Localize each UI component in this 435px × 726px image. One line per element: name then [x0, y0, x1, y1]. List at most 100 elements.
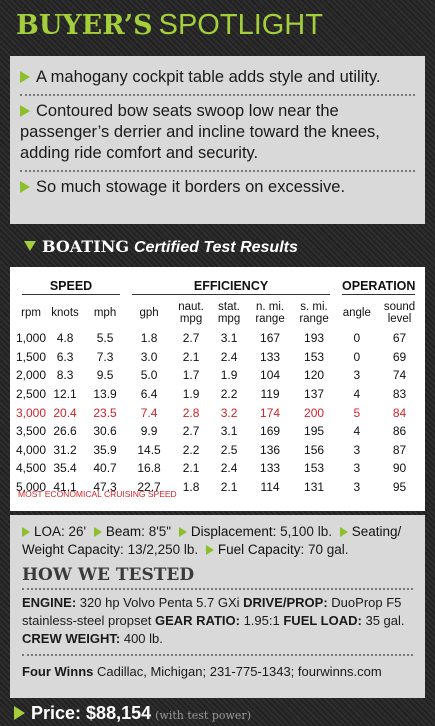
cell: 5.5	[96, 331, 114, 346]
group-label: SPEED	[22, 279, 121, 295]
price: Price: $88,154 (with test power)	[14, 702, 251, 726]
cell: 22.7	[137, 480, 161, 495]
cell: 3,000	[16, 405, 47, 420]
column-header: s. mi. range	[299, 301, 329, 325]
specs: LOA: 26' Beam: 8'5" Displacement: 5,100 …	[22, 523, 413, 565]
cell: 156	[304, 442, 325, 457]
brand: BOATING	[42, 237, 129, 256]
how-we-tested-title: HOW WE TESTED	[22, 565, 413, 590]
test-text: 35 gal.	[365, 613, 405, 628]
highlight-text: Contoured bow seats swoop low near the p…	[20, 102, 380, 162]
cell: 2.7	[182, 424, 200, 439]
cell: 20.4	[53, 405, 77, 420]
spec: Beam: 8'5"	[93, 524, 172, 539]
cell: 31.2	[53, 442, 77, 457]
cell: 200	[304, 405, 325, 420]
cell: 84	[392, 405, 407, 420]
cell: 2,000	[16, 368, 47, 383]
cell: 193	[304, 331, 325, 346]
title: BUYER’S SPOTLIGHT	[16, 6, 323, 45]
arrow	[205, 545, 214, 555]
cell: 40.7	[93, 461, 117, 476]
test-text: DuoProp F5 stainless-steel propset	[22, 595, 402, 628]
data-row: 4,500 35.4 40.7 16.8 2.1 2.4 133 153 3 90	[16, 459, 421, 478]
cell: 3	[353, 442, 361, 457]
highlight: Contoured bow seats swoop low near the p…	[20, 96, 415, 172]
cell: 195	[304, 424, 325, 439]
cell: 1,000	[16, 331, 47, 346]
cell: 2.1	[182, 461, 200, 476]
cell: 67	[392, 331, 407, 346]
cell: 2.1	[182, 349, 200, 364]
cell: 4	[353, 387, 361, 402]
spec-label: LOA:	[34, 524, 65, 539]
arrow	[93, 527, 102, 537]
results-title: Certified Test Results	[133, 239, 298, 256]
highlight-text: So much stowage it borders on excessive.	[36, 178, 346, 196]
cell: 136	[260, 442, 281, 457]
cell: 13.9	[93, 387, 117, 402]
price-label: Price:	[31, 703, 82, 723]
cell: 0	[353, 331, 361, 346]
spec: Seating/ Weight Capacity: 13/2,250 lb.	[22, 524, 401, 557]
specs-panel: LOA: 26' Beam: 8'5" Displacement: 5,100 …	[10, 515, 425, 698]
spec-value: 13/2,250 lb.	[127, 542, 199, 557]
cell: 2.5	[220, 442, 238, 457]
contact-text: Cadillac, Michigan; 231-775-1343; fourwi…	[97, 664, 382, 679]
arrow	[20, 181, 30, 193]
cell: 41.1	[53, 480, 77, 495]
cell: 2.4	[220, 349, 238, 364]
price-note: (with test power)	[155, 709, 251, 722]
cell: 2.2	[182, 442, 200, 457]
cell: 5	[353, 405, 361, 420]
title-light: SPOTLIGHT	[158, 9, 323, 41]
cell: 133	[260, 349, 281, 364]
column-row: rpm knots mph gph naut. mpg stat. mpg n. mi. r…	[16, 295, 421, 329]
cell: 30.6	[93, 424, 117, 439]
cell: 16.8	[137, 461, 161, 476]
cell: 167	[260, 331, 281, 346]
data-row: 1,000 4.8 5.5 1.8 2.7 3.1 167 193 0 67	[16, 329, 421, 348]
spec: LOA: 26'	[22, 524, 86, 539]
results-table: SPEED EFFICIENCY OPERATION rpm knots mph gph na…	[16, 279, 421, 496]
contact-brand: Four Winns	[22, 664, 94, 679]
cell: 3	[353, 461, 361, 476]
test-label: DRIVE/PROP:	[243, 595, 328, 610]
data-row: 4,000 31.2 35.9 14.5 2.2 2.5 136 156 3 87	[16, 441, 421, 460]
cell: 2.8	[182, 405, 200, 420]
cell: 2.1	[220, 480, 238, 495]
column-header: naut. mpg	[178, 301, 204, 325]
contact: Four Winns Cadillac, Michigan; 231-775-1…	[22, 656, 413, 679]
cell: 3,500	[16, 424, 47, 439]
arrow	[22, 527, 30, 537]
data-row: 3,000 20.4 23.5 7.4 2.8 3.2 174 200 5 84	[16, 403, 421, 422]
cell: 169	[260, 424, 281, 439]
cell: 1.8	[140, 331, 158, 346]
cell: 4.8	[56, 331, 74, 346]
cell: 7.4	[140, 405, 158, 420]
cell: 4	[353, 424, 361, 439]
spec-value: 5,100 lb.	[280, 524, 332, 539]
cell: 5,000	[16, 480, 47, 495]
spec-value: 8'5"	[148, 524, 172, 539]
cell: 26.6	[53, 424, 77, 439]
data-row: 2,500 12.1 13.9 6.4 1.9 2.2 119 137 4 83	[16, 385, 421, 404]
column-header: sound level	[383, 301, 416, 325]
cell: 1.8	[182, 480, 200, 495]
highlights: A mahogany cockpit table adds style and …	[10, 56, 425, 224]
cell: 4,500	[16, 461, 47, 476]
cell: 3.0	[140, 349, 158, 364]
cell: 4,000	[16, 442, 47, 457]
cell: 14.5	[137, 442, 161, 457]
cell: 119	[260, 387, 280, 402]
column-header: angle	[342, 307, 371, 319]
cell: 3	[353, 480, 361, 495]
cell: 90	[392, 461, 407, 476]
cell: 87	[392, 442, 407, 457]
cell: 12.1	[53, 387, 77, 402]
spec: Displacement: 5,100 lb.	[178, 524, 332, 539]
arrow	[178, 527, 187, 537]
group-label: EFFICIENCY	[132, 279, 331, 295]
group-label: OPERATION	[342, 279, 416, 295]
